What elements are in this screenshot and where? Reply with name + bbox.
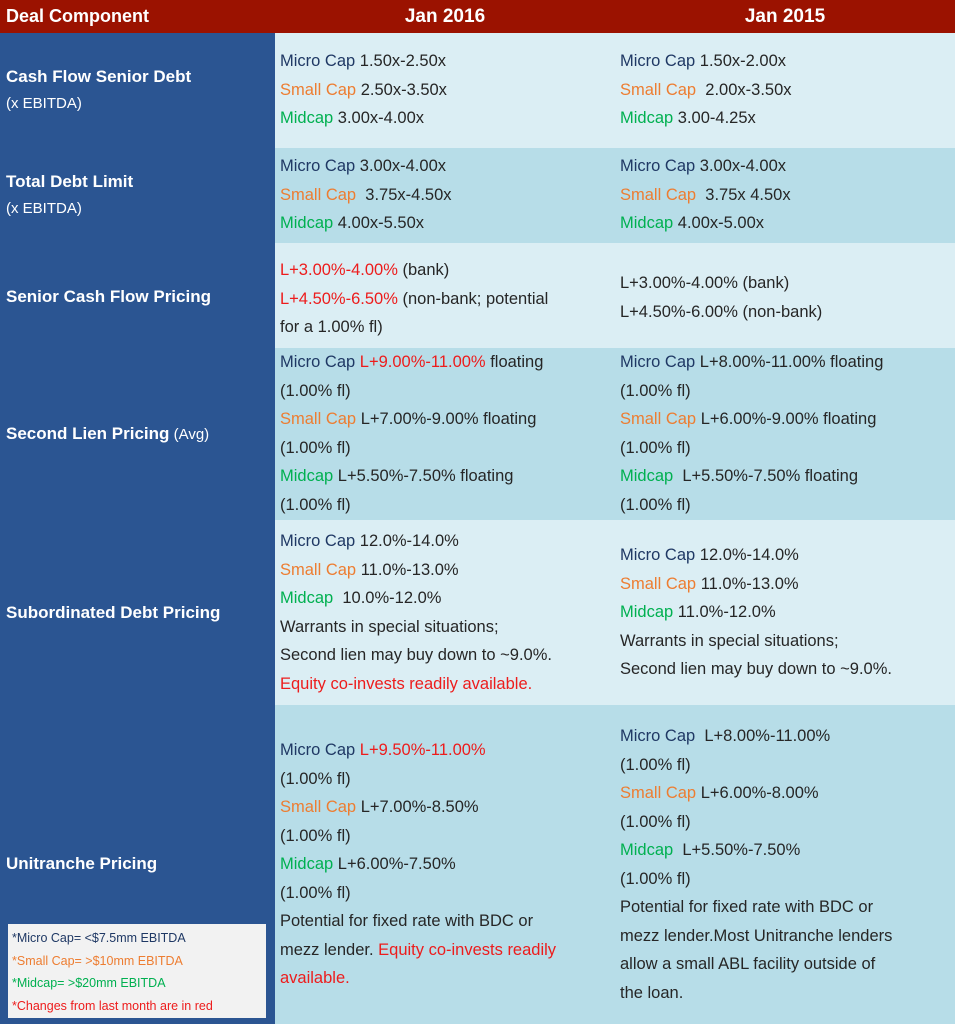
cell-cashflow-2015: Micro Cap 1.50x-2.00x Small Cap 2.00x-3.… (615, 33, 955, 148)
legend-small: *Small Cap= >$10mm EBITDA (12, 953, 183, 968)
legend-box: *Micro Cap= <$7.5mm EBITDA *Small Cap= >… (8, 924, 266, 1018)
header-jan-2016: Jan 2016 (275, 0, 615, 33)
label-second-lien-pricing: Second Lien Pricing (Avg) (6, 424, 210, 443)
cell-cashflow-2016: Micro Cap 1.50x-2.50x Small Cap 2.50x-3.… (275, 33, 615, 148)
header-jan-2015: Jan 2015 (615, 0, 955, 33)
cell-totaldebt-2016: Micro Cap 3.00x-4.00x Small Cap 3.75x-4.… (275, 148, 615, 243)
legend-mid: *Midcap= >$20mm EBITDA (12, 976, 166, 990)
cell-secondlien-2016: Micro Cap L+9.00%-11.00% floating (1.00%… (275, 348, 615, 520)
label-total-debt-limit: Total Debt Limit (x EBITDA) (6, 172, 134, 217)
label-subordinated-debt-pricing: Subordinated Debt Pricing (6, 603, 221, 622)
cell-senior-2015: L+3.00%-4.00% (bank) L+4.50%-6.00% (non-… (615, 243, 955, 348)
cell-subdebt-2015: Micro Cap 12.0%-14.0% Small Cap 11.0%-13… (615, 520, 955, 705)
label-cash-flow-senior-debt: Cash Flow Senior Debt (x EBITDA) (6, 67, 192, 112)
label-unitranche-pricing: Unitranche Pricing (6, 854, 158, 873)
cell-totaldebt-2015: Micro Cap 3.00x-4.00x Small Cap 3.75x 4.… (615, 148, 955, 243)
label-senior-cash-flow-pricing: Senior Cash Flow Pricing (6, 287, 211, 306)
legend-red: *Changes from last month are in red (12, 998, 213, 1013)
cell-subdebt-2016: Micro Cap 12.0%-14.0% Small Cap 11.0%-13… (275, 520, 615, 705)
cell-unitranche-2015: Micro Cap L+8.00%-11.00% (1.00% fl) Smal… (615, 705, 955, 1024)
cell-secondlien-2015: Micro Cap L+8.00%-11.00% floating (1.00%… (615, 348, 955, 520)
row-labels-column (0, 33, 275, 1024)
legend-micro: *Micro Cap= <$7.5mm EBITDA (12, 931, 186, 945)
cell-unitranche-2016: Micro Cap L+9.50%-11.00% (1.00% fl) Smal… (275, 705, 615, 1024)
header-deal-component: Deal Component (0, 0, 275, 33)
cell-senior-2016: L+3.00%-4.00% (bank) L+4.50%-6.50% (non-… (275, 243, 615, 348)
